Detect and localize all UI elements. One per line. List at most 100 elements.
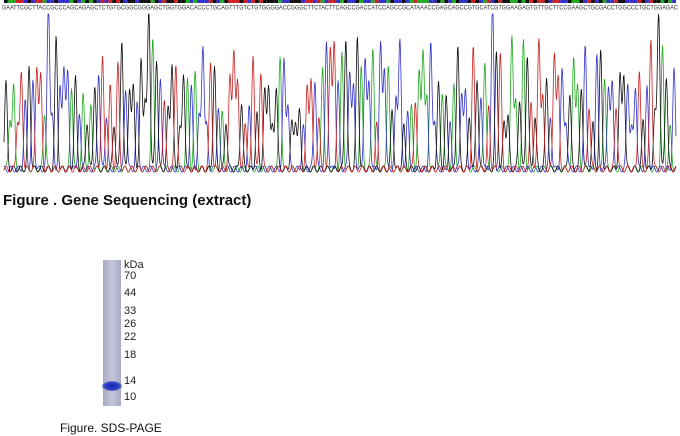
base-swatch xyxy=(610,0,615,3)
marker-label: 14 xyxy=(124,375,136,387)
base-swatch xyxy=(212,0,217,3)
base-swatch xyxy=(320,0,325,3)
base-swatch xyxy=(509,0,514,3)
base-swatch xyxy=(656,0,661,3)
base-swatch xyxy=(262,0,267,3)
base-swatch xyxy=(428,0,433,3)
base-swatch xyxy=(471,0,476,3)
marker-label: 44 xyxy=(124,287,136,299)
base-swatch xyxy=(112,0,116,3)
base-swatch xyxy=(150,0,155,3)
base-swatch xyxy=(65,0,70,3)
base-swatch xyxy=(618,0,622,3)
base-swatch xyxy=(664,0,669,3)
base-swatch xyxy=(444,0,449,3)
base-swatch xyxy=(305,0,310,3)
base-swatch xyxy=(413,0,418,3)
base-swatch xyxy=(173,0,178,3)
marker-label: 10 xyxy=(124,391,136,403)
base-swatch xyxy=(525,0,530,3)
base-swatch xyxy=(73,0,78,3)
base-swatch xyxy=(301,0,306,3)
base-swatch xyxy=(641,0,646,3)
base-swatch xyxy=(409,0,414,3)
base-swatch xyxy=(606,0,611,3)
base-swatch xyxy=(77,0,82,3)
chromatogram: GAATTCGCTTACCGCCCAGCAGAGCTCTGTGCGGCGGGAG… xyxy=(2,0,679,173)
base-swatch xyxy=(645,0,649,3)
base-swatch xyxy=(351,0,356,3)
base-swatch xyxy=(347,0,352,3)
base-swatch xyxy=(386,0,391,3)
base-swatch xyxy=(502,0,507,3)
base-swatch xyxy=(517,0,522,3)
base-swatch xyxy=(38,0,43,3)
base-swatch xyxy=(96,0,101,3)
base-swatch xyxy=(405,0,410,3)
base-swatch xyxy=(513,0,518,3)
base-swatch xyxy=(482,0,487,3)
marker-label: 18 xyxy=(124,349,136,361)
base-swatch xyxy=(660,0,665,3)
base-swatch xyxy=(220,0,225,3)
base-swatch xyxy=(564,0,568,3)
base-swatch xyxy=(556,0,561,3)
base-swatch xyxy=(139,0,144,3)
base-swatch xyxy=(185,0,190,3)
base-swatch xyxy=(258,0,263,3)
base-swatch xyxy=(85,0,89,3)
base-swatch xyxy=(652,0,657,3)
base-swatch xyxy=(170,0,174,3)
base-swatch xyxy=(567,0,572,3)
base-swatch xyxy=(309,0,313,3)
base-swatch xyxy=(61,0,66,3)
base-swatch xyxy=(621,0,626,3)
protein-band xyxy=(102,381,122,391)
base-swatch xyxy=(436,0,441,3)
base-swatch xyxy=(394,0,398,3)
base-swatch xyxy=(363,0,368,3)
traces xyxy=(3,13,677,173)
base-swatch xyxy=(336,0,340,3)
base-swatch xyxy=(475,0,480,3)
base-swatch xyxy=(247,0,252,3)
base-swatch xyxy=(278,0,283,3)
base-swatch xyxy=(104,0,109,3)
marker-label: 70 xyxy=(124,270,136,282)
base-swatch xyxy=(417,0,422,3)
base-swatch xyxy=(332,0,337,3)
base-swatch xyxy=(359,0,364,3)
base-swatch xyxy=(374,0,379,3)
base-swatch xyxy=(135,0,140,3)
trace xyxy=(3,13,677,173)
base-swatch xyxy=(455,0,460,3)
trace xyxy=(3,13,677,173)
base-swatch xyxy=(463,0,468,3)
base-swatch xyxy=(629,0,634,3)
base-swatch xyxy=(58,0,62,3)
base-swatch xyxy=(4,0,8,3)
base-swatch xyxy=(312,0,317,3)
base-swatch xyxy=(200,0,205,3)
base-swatch xyxy=(166,0,171,3)
base-swatch xyxy=(521,0,526,3)
base-swatch xyxy=(479,0,483,3)
gel-caption: Figure. SDS-PAGE xyxy=(60,421,162,435)
base-swatch xyxy=(490,0,495,3)
base-swatch xyxy=(529,0,534,3)
base-swatch xyxy=(282,0,286,3)
base-swatch xyxy=(382,0,387,3)
base-swatch xyxy=(216,0,221,3)
base-swatch xyxy=(285,0,290,3)
base-swatch xyxy=(100,0,105,3)
base-swatch xyxy=(204,0,209,3)
base-swatch xyxy=(27,0,32,3)
base-swatch xyxy=(274,0,279,3)
base-swatch xyxy=(270,0,275,3)
base-swatch xyxy=(189,0,194,3)
base-swatch xyxy=(197,0,201,3)
base-swatch xyxy=(19,0,24,3)
base-swatch xyxy=(31,0,35,3)
base-swatch xyxy=(533,0,537,3)
